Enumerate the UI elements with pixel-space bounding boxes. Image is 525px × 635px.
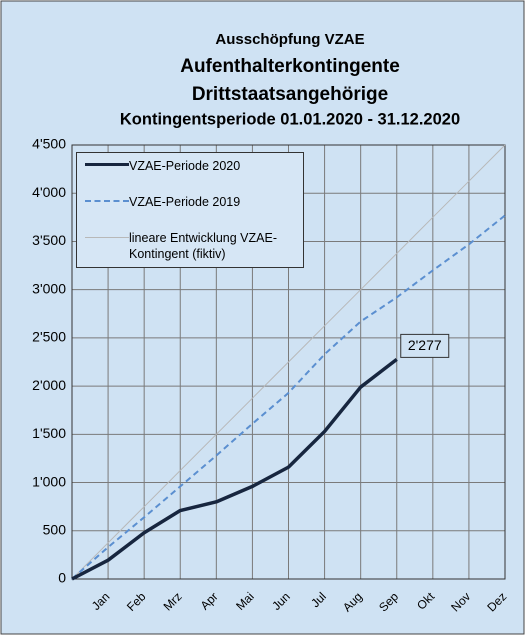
legend-entry: VZAE-Periode 2020 [85,158,299,174]
legend-entry: VZAE-Periode 2019 [85,194,299,210]
legend-label: lineare Entwicklung VZAE-Kontingent (fik… [129,231,277,261]
y-tick-label: 500 [43,521,67,537]
y-tick-label: 2'500 [32,329,66,345]
series-line [71,358,398,581]
y-tick-label: 4'500 [32,136,66,152]
plot-border [71,144,506,580]
data-label-box [400,333,450,358]
legend-entry: lineare Entwicklung VZAE-Kontingent (fik… [85,230,299,262]
y-tick-label: 1'000 [32,473,66,489]
series-line [71,144,506,580]
legend-label: VZAE-Periode 2020 [129,159,241,173]
chart-title: Drittstaatsangehörige [192,84,388,105]
chart-title: Kontingentsperiode 01.01.2020 - 31.12.20… [120,110,460,128]
legend-swatch [85,158,129,172]
y-tick-label: 2'000 [32,377,66,393]
y-tick-label: 3'500 [32,232,66,248]
legend-label: VZAE-Periode 2019 [129,195,241,209]
chart-title: Aufenthalterkontingente [180,56,400,77]
legend-swatch [85,230,129,244]
y-tick-label: 3'000 [32,280,66,296]
legend: VZAE-Periode 2020 VZAE-Periode 2019 linear… [76,152,304,268]
y-tick-label: 1'500 [32,425,66,441]
y-tick-label: 0 [58,570,66,586]
y-tick-label: 4'000 [32,184,66,200]
legend-swatch [85,194,129,208]
data-label: 2'277 [408,337,442,353]
series-line [71,214,506,580]
chart-title: Ausschöpfung VZAE [215,31,364,48]
